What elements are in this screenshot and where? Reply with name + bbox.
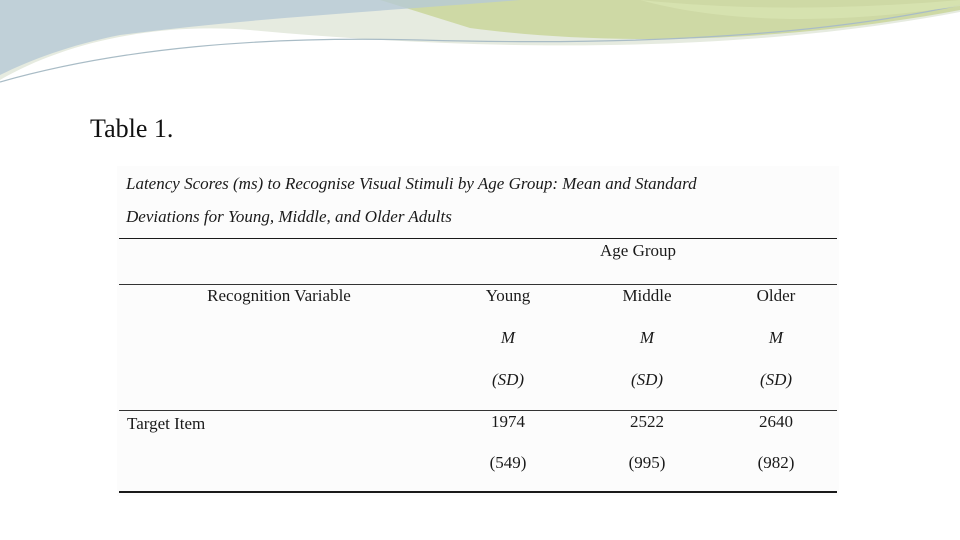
cell-mean-older: 2640: [759, 412, 793, 431]
slide-title: Table 1.: [90, 114, 174, 143]
column-spread-older: (SD): [759, 370, 793, 389]
cell-mean-young: 1974: [491, 412, 525, 431]
cell-sd-young: (549): [489, 453, 527, 472]
table-bottom-rule: [119, 491, 837, 493]
cell-sd-older: (982): [757, 453, 795, 472]
column-header-older: Older: [756, 286, 796, 305]
table-panel: [117, 166, 839, 496]
table-caption-line-2: Deviations for Young, Middle, and Older …: [126, 207, 452, 226]
decorative-header-banner: [0, 0, 960, 89]
header-rule: [119, 284, 837, 285]
table-caption-line-1: Latency Scores (ms) to Recognise Visual …: [126, 174, 697, 193]
column-header-young: Young: [485, 286, 531, 305]
recognition-variable-header: Recognition Variable: [207, 286, 351, 305]
table-top-rule: [119, 238, 837, 239]
column-stat-young: M: [500, 328, 516, 347]
column-stat-middle: M: [639, 328, 655, 347]
row-label-target-item: Target Item: [127, 414, 206, 433]
column-spread-young: (SD): [491, 370, 525, 389]
body-rule: [119, 410, 837, 411]
cell-sd-middle: (995): [628, 453, 666, 472]
column-stat-older: M: [768, 328, 784, 347]
column-spread-middle: (SD): [630, 370, 664, 389]
age-group-header: Age Group: [599, 241, 677, 260]
cell-mean-middle: 2522: [630, 412, 664, 431]
column-header-middle: Middle: [622, 286, 672, 305]
